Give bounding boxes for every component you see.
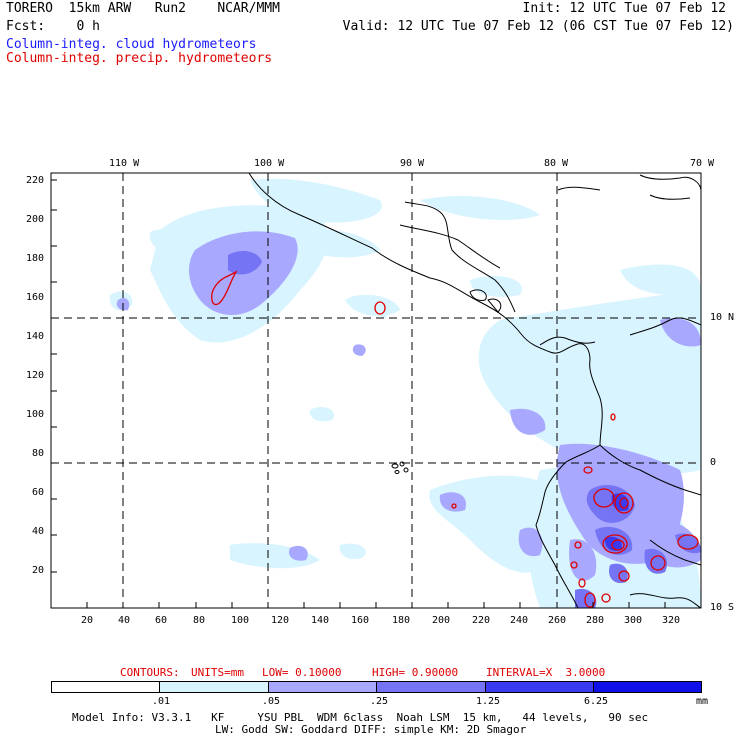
lon-label-100w: 100 W — [254, 158, 285, 169]
x-tick-160: 160 — [351, 615, 370, 626]
colorbar-bin-0 — [51, 681, 160, 693]
x-tick-100: 100 — [231, 615, 250, 626]
y-tick-40: 40 — [32, 526, 45, 537]
y-tick-60: 60 — [32, 487, 45, 498]
header-valid: Valid: 12 UTC Tue 07 Feb 12 (06 CST Tue … — [342, 19, 734, 34]
contour-units: UNITS=mm — [191, 666, 244, 679]
contour-interval: INTERVAL=X 3.0000 — [486, 666, 606, 679]
lon-label-80w: 80 W — [544, 158, 569, 169]
colorbar-bin-2 — [268, 681, 377, 693]
x-tick-140: 140 — [311, 615, 330, 626]
colorbar-label-005: .05 — [262, 696, 281, 707]
lon-label-90w: 90 W — [400, 158, 425, 169]
y-tick-160: 160 — [26, 292, 45, 303]
x-tick-300: 300 — [624, 615, 643, 626]
colorbar-bin-4 — [485, 681, 594, 693]
model-info: Model Info: V3.3.1 KF YSU PBL WDM 6class… — [72, 711, 649, 724]
x-tick-280: 280 — [586, 615, 605, 626]
contour-high: HIGH= 0.90000 — [372, 666, 459, 679]
colorbar-label-025: .25 — [370, 696, 389, 707]
hydrometeor-field — [51, 173, 701, 608]
x-tick-40: 40 — [118, 615, 131, 626]
lon-label-70w: 70 W — [690, 158, 715, 169]
lat-label-10n: 10 N — [710, 312, 735, 323]
x-tick-260: 260 — [548, 615, 567, 626]
y-tick-80: 80 — [32, 448, 45, 459]
x-tick-320: 320 — [662, 615, 681, 626]
lon-label-110w: 110 W — [109, 158, 140, 169]
header-forecast: Fcst: 0 h — [6, 19, 100, 34]
colorbar-bin-1 — [159, 681, 269, 693]
lat-label-10s: 10 S — [710, 602, 735, 613]
y-tick-140: 140 — [26, 331, 45, 342]
colorbar-bin-3 — [376, 681, 486, 693]
contour-low: LOW= 0.10000 — [262, 666, 342, 679]
x-tick-20: 20 — [81, 615, 94, 626]
header-init: Init: 12 UTC Tue 07 Feb 12 — [522, 1, 727, 16]
y-tick-220: 220 — [26, 175, 45, 186]
x-tick-200: 200 — [432, 615, 451, 626]
y-tick-180: 180 — [26, 253, 45, 264]
y-tick-200: 200 — [26, 214, 45, 225]
field-precip-label: Column-integ. precip. hydrometeors — [6, 51, 273, 66]
x-tick-120: 120 — [271, 615, 290, 626]
axis-ticks — [51, 179, 666, 608]
x-tick-180: 180 — [392, 615, 411, 626]
colorbar-label-001: .01 — [152, 696, 171, 707]
y-tick-100: 100 — [26, 409, 45, 420]
colorbar-bin-5 — [593, 681, 702, 693]
x-tick-80: 80 — [193, 615, 206, 626]
x-tick-240: 240 — [510, 615, 529, 626]
y-tick-120: 120 — [26, 370, 45, 381]
colorbar-unit: mm — [696, 696, 709, 707]
lat-label-0: 0 — [710, 457, 717, 468]
x-tick-220: 220 — [472, 615, 491, 626]
colorbar-label-125: 1.25 — [476, 696, 501, 707]
y-tick-20: 20 — [32, 565, 45, 576]
colorbar-label-625: 6.25 — [584, 696, 609, 707]
header-title: TORERO 15km ARW Run2 NCAR/MMM — [6, 1, 280, 16]
field-cloud-label: Column-integ. cloud hydrometeors — [6, 37, 257, 52]
contour-label: CONTOURS: — [120, 666, 180, 679]
x-tick-60: 60 — [155, 615, 168, 626]
physics-info: LW: Godd SW: Goddard DIFF: simple KM: 2D… — [215, 723, 527, 736]
